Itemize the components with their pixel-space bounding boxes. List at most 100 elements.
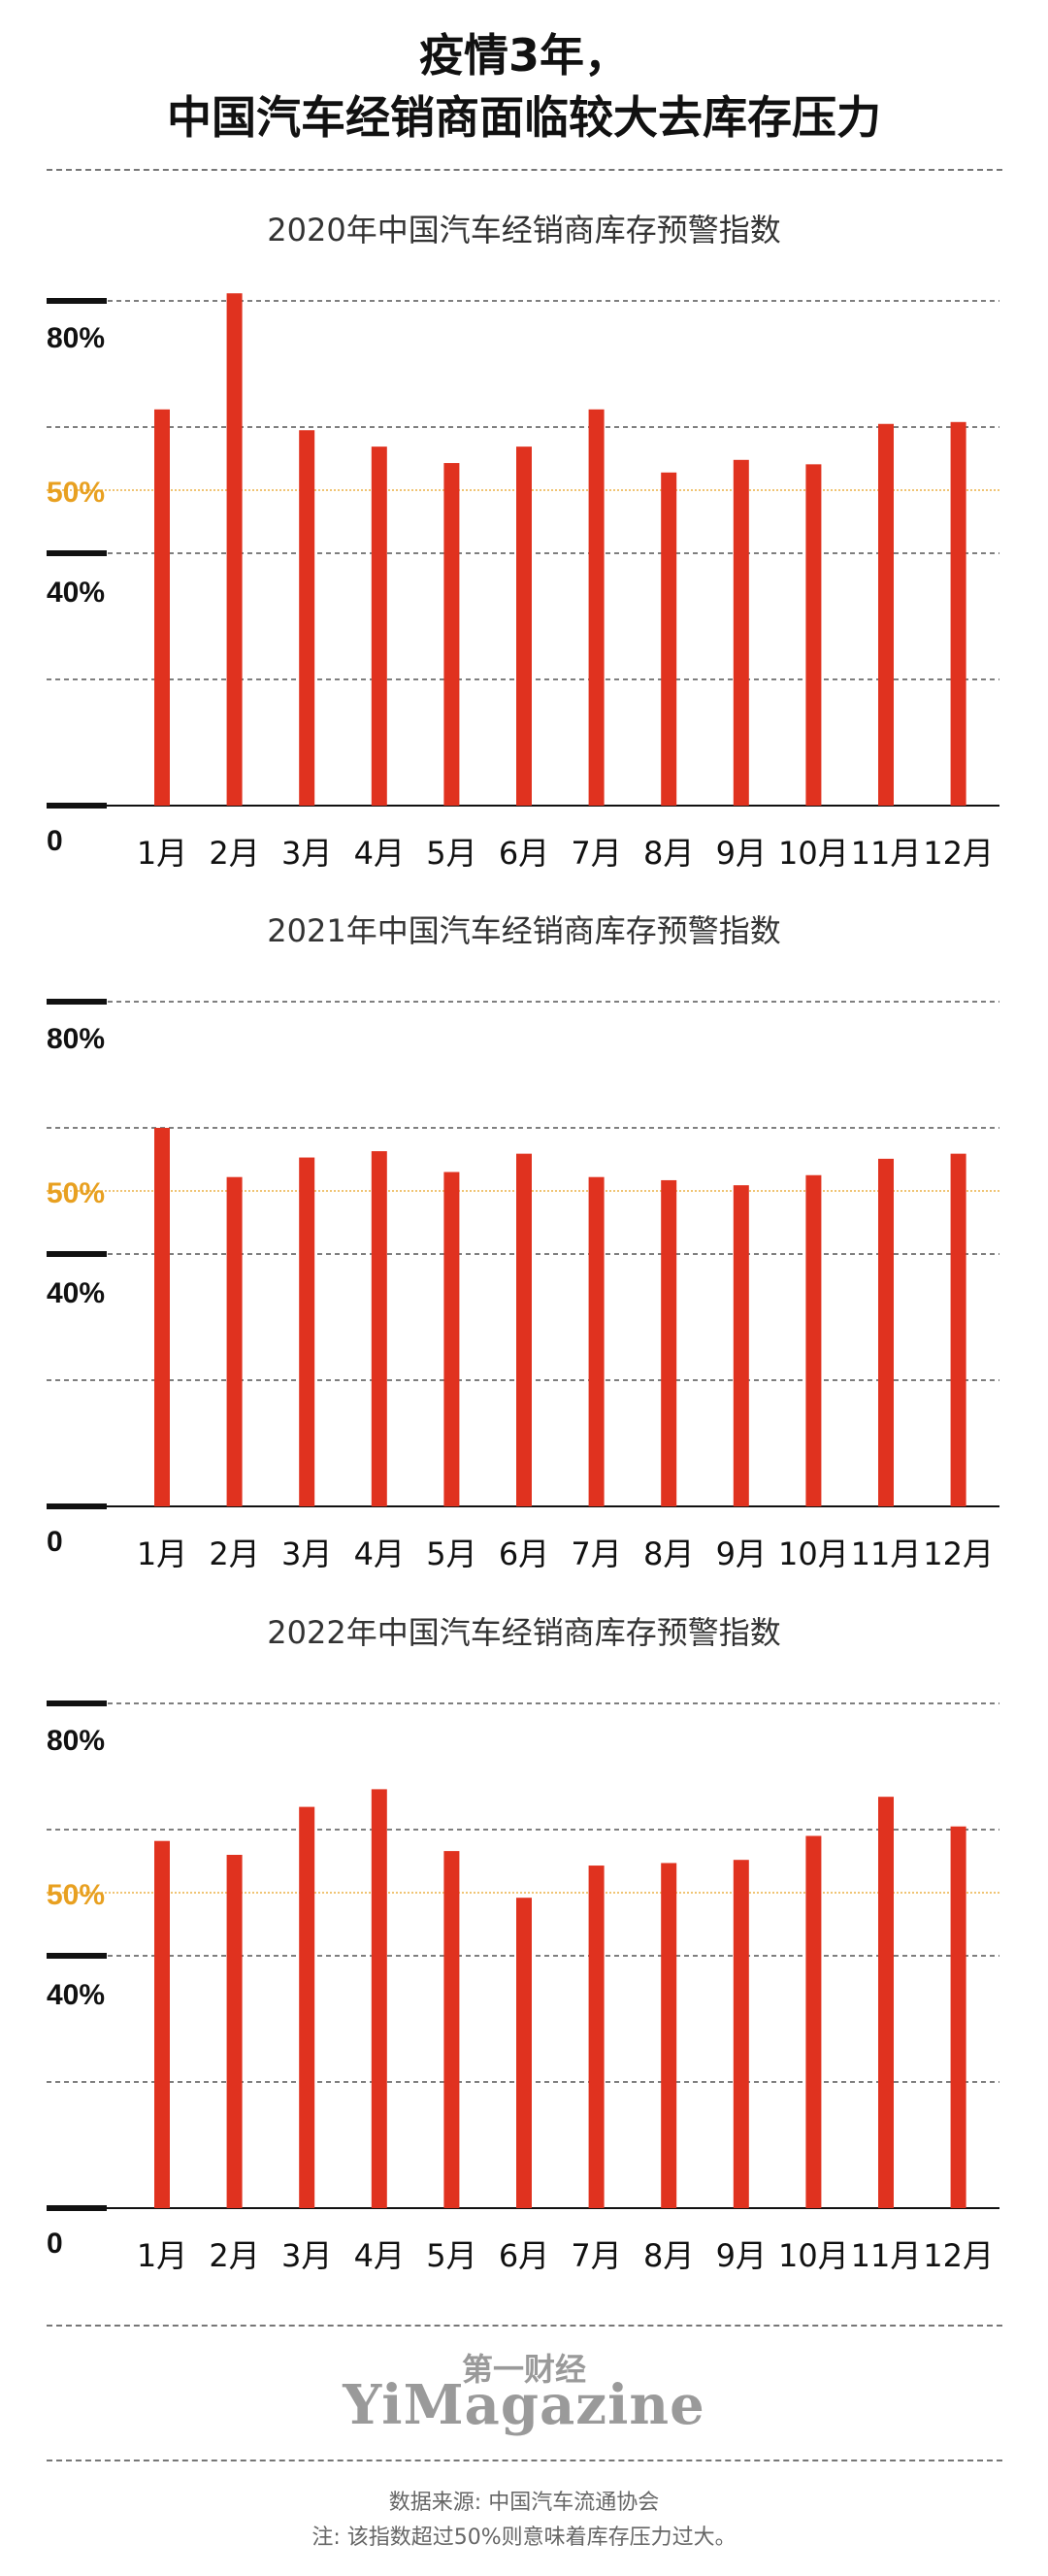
x-tick-label: 12月 [923,1536,994,1572]
chart-2020: 2020年中国汽车经销商库存预警指数 80% 50% 40% 0 1月 2月 3月 4月 5月 6月… [0,194,1048,893]
y-tick-label-80: 80% [47,1023,105,1055]
x-tick-label: 1月 [137,2237,187,2274]
x-tick-label: 7月 [571,2237,621,2274]
x-tick-label: 8月 [643,2237,694,2274]
bar-9月 [733,459,749,806]
bar-12月 [950,421,966,806]
bar-4月 [371,446,387,806]
bar-1月 [154,1840,170,2208]
page-title-line2: 中国汽车经销商面临较大去库存压力 [167,91,881,144]
bar-3月 [299,430,315,806]
footnote: 注: 该指数超过50%则意味着库存压力过大。 [311,2526,737,2550]
bar-8月 [661,472,677,806]
bar-6月 [516,1898,532,2208]
chart-title: 2020年中国汽车经销商库存预警指数 [267,212,780,248]
chart-2022-svg: 2022年中国汽车经销商库存预警指数 80% 50% 40% 0 1月 2月 3月 4月 5月 6月… [47,1614,999,2274]
y-tick-label-80: 80% [47,1725,105,1757]
x-tick-label: 11月 [851,835,922,872]
x-tick-label: 9月 [716,835,767,872]
x-tick-label: 9月 [716,2237,767,2274]
x-tick-label: 12月 [923,2237,994,2274]
x-tick-label: 2月 [209,2237,259,2274]
x-tick-label: 1月 [137,835,187,872]
bar-10月 [805,1835,822,2208]
x-tick-label: 4月 [354,2237,405,2274]
y-tick-label-40: 40% [47,1277,105,1309]
y-tick-label-0: 0 [47,825,63,857]
bar-7月 [588,409,605,806]
x-tick-label: 8月 [643,1536,694,1572]
bar-10月 [805,464,822,806]
x-tick-label: 3月 [281,1536,332,1572]
x-tick-label: 5月 [426,1536,476,1572]
y-tick-label-40: 40% [47,1979,105,2011]
x-tick-label: 10月 [778,2237,849,2274]
y-tick-label-50: 50% [47,477,105,509]
chart-2021: 2021年中国汽车经销商库存预警指数 80% 50% 40% 0 1月 2月 3月 4月 5月 6月… [0,895,1048,1594]
bar-5月 [443,1851,460,2208]
y-tick-label-0: 0 [47,1526,63,1558]
bar-11月 [878,423,894,806]
bar-11月 [878,1797,894,2208]
bar-8月 [661,1179,677,1506]
x-tick-label: 3月 [281,2237,332,2274]
x-tick-label: 10月 [778,835,849,872]
y-tick-label-50: 50% [47,1177,105,1209]
x-tick-label: 7月 [571,835,621,872]
x-tick-label: 7月 [571,1536,621,1572]
bar-6月 [516,446,532,806]
bar-12月 [950,1826,966,2208]
chart-2022: 2022年中国汽车经销商库存预警指数 80% 50% 40% 0 1月 2月 3月 4月 5月 6月… [0,1597,1048,2295]
chart-2021-svg: 2021年中国汽车经销商库存预警指数 80% 50% 40% 0 1月 2月 3月 4月 5月 6月… [47,912,999,1572]
x-tick-label: 10月 [778,1536,849,1572]
x-tick-label: 4月 [354,1536,405,1572]
x-tick-label: 6月 [499,1536,549,1572]
bar-3月 [299,1806,315,2208]
x-tick-label: 1月 [137,1536,187,1572]
x-tick-label: 12月 [923,835,994,872]
brand-logo: YiMagazine [343,2373,705,2437]
bar-12月 [950,1153,966,1506]
bar-7月 [588,1176,605,1506]
separator-brand-bottom [47,2460,1002,2461]
x-tick-label: 5月 [426,835,476,872]
x-tick-label: 2月 [209,835,259,872]
x-tick-label: 8月 [643,835,694,872]
bar-5月 [443,1172,460,1506]
bar-11月 [878,1158,894,1506]
bar-2月 [226,1176,243,1506]
separator-brand-top [47,2325,1002,2327]
bar-2月 [226,1855,243,2208]
x-tick-label: 5月 [426,2237,476,2274]
bar-8月 [661,1863,677,2208]
y-tick-label-40: 40% [47,577,105,609]
chart-title: 2022年中国汽车经销商库存预警指数 [267,1614,780,1651]
bar-7月 [588,1866,605,2208]
bar-3月 [299,1157,315,1506]
x-tick-label: 3月 [281,835,332,872]
chart-title: 2021年中国汽车经销商库存预警指数 [267,912,780,949]
bar-4月 [371,1151,387,1506]
x-tick-label: 11月 [851,1536,922,1572]
brand-chinese: 第一财经 [461,2351,586,2388]
x-tick-label: 2月 [209,1536,259,1572]
bar-10月 [805,1174,822,1506]
y-tick-label-50: 50% [47,1879,105,1911]
x-tick-label: 6月 [499,835,549,872]
bar-9月 [733,1185,749,1506]
bar-1月 [154,1128,170,1506]
x-tick-label: 9月 [716,1536,767,1572]
x-tick-label: 11月 [851,2237,922,2274]
source-note: 数据来源: 中国汽车流通协会 [388,2491,660,2515]
x-tick-label: 4月 [354,835,405,872]
bar-2月 [226,293,243,806]
chart-2020-svg: 2020年中国汽车经销商库存预警指数 80% 50% 40% 0 1月 2月 3月 4月 5月 6月… [47,212,999,872]
bar-1月 [154,409,170,806]
page-title-line1: 疫情3年， [418,29,629,82]
y-tick-label-80: 80% [47,322,105,354]
bar-5月 [443,463,460,806]
y-tick-label-0: 0 [47,2228,63,2260]
bar-9月 [733,1860,749,2208]
bar-6月 [516,1153,532,1506]
separator-top [47,169,1002,171]
